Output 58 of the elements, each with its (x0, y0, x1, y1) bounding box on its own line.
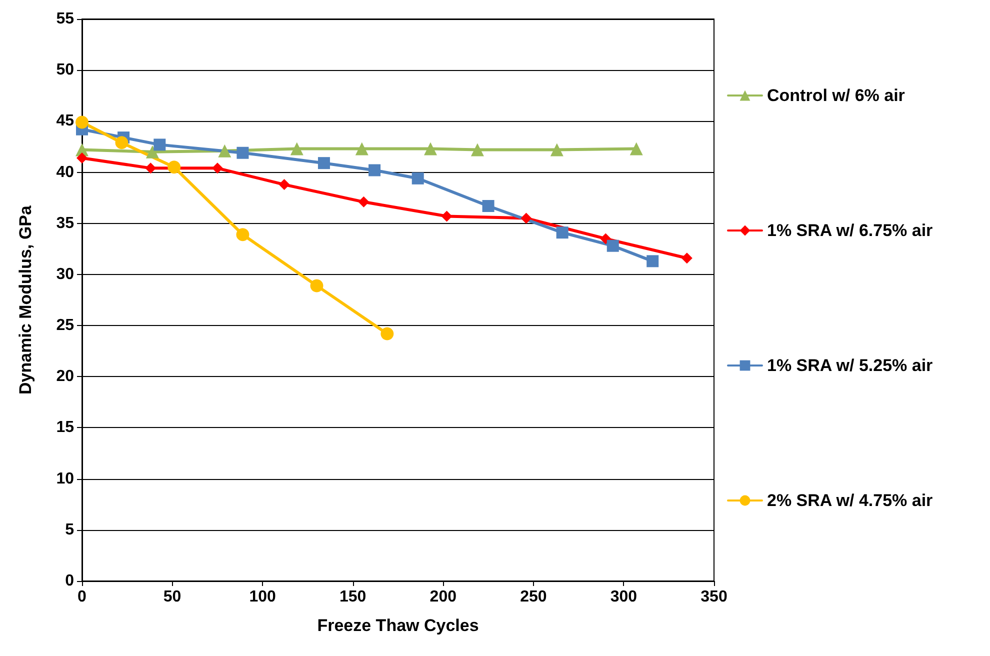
point (355, 142, 368, 156)
y-tick-label: 35 (56, 214, 74, 232)
point (290, 142, 304, 156)
point (470, 143, 484, 156)
point (318, 157, 330, 170)
point (630, 142, 643, 156)
y-tick-label: 15 (56, 419, 74, 436)
legend-label: 1% SRA w/ 5.25% air (767, 356, 934, 375)
y-tick-label: 25 (56, 317, 74, 334)
x-tick-label: 100 (249, 588, 276, 606)
point (520, 212, 532, 224)
x-tick-label: 350 (700, 588, 728, 606)
point (115, 136, 128, 150)
y-tick-label: 45 (56, 112, 74, 130)
point (482, 200, 494, 212)
x-tick-label: 50 (163, 588, 182, 606)
point (218, 144, 232, 158)
point (358, 196, 370, 208)
x-axis-title: Freeze Thaw Cycles (317, 616, 479, 635)
point (76, 152, 88, 164)
point (368, 164, 381, 176)
y-tick-label: 50 (56, 62, 74, 79)
x-tick-label: 300 (610, 588, 638, 606)
legend-label: 1% SRA w/ 6.75% air (767, 221, 934, 240)
point (412, 172, 424, 184)
point (600, 233, 612, 244)
y-axis-title: Dynamic Modulus, GPa (16, 205, 35, 394)
legend-label: 2% SRA w/ 4.75% air (767, 491, 934, 510)
y-tick-label: 5 (65, 521, 74, 538)
point (145, 162, 156, 174)
point (76, 116, 88, 129)
y-tick-label: 10 (56, 470, 74, 488)
point (441, 210, 452, 222)
point (550, 143, 564, 156)
point (154, 138, 166, 151)
y-tick-label: 40 (56, 164, 74, 181)
point (646, 255, 659, 268)
x-tick-label: 0 (78, 588, 87, 606)
y-tick-label: 55 (56, 10, 74, 28)
y-tick-label: 0 (65, 572, 74, 590)
y-tick-label: 20 (56, 368, 74, 386)
legend-label: Control w/ 6% air (767, 86, 906, 105)
x-tick-label: 150 (340, 588, 366, 606)
point (212, 162, 223, 174)
point (278, 179, 290, 190)
point (310, 279, 324, 292)
point (681, 252, 692, 264)
x-tick-label: 250 (520, 588, 547, 606)
x-tick-label: 200 (430, 588, 457, 606)
point (380, 327, 394, 340)
point (606, 240, 619, 252)
point (424, 142, 438, 156)
y-tick-label: 30 (56, 266, 74, 283)
point (168, 160, 181, 174)
point (556, 226, 568, 239)
point (236, 146, 249, 159)
point (146, 145, 159, 158)
point (236, 228, 250, 242)
